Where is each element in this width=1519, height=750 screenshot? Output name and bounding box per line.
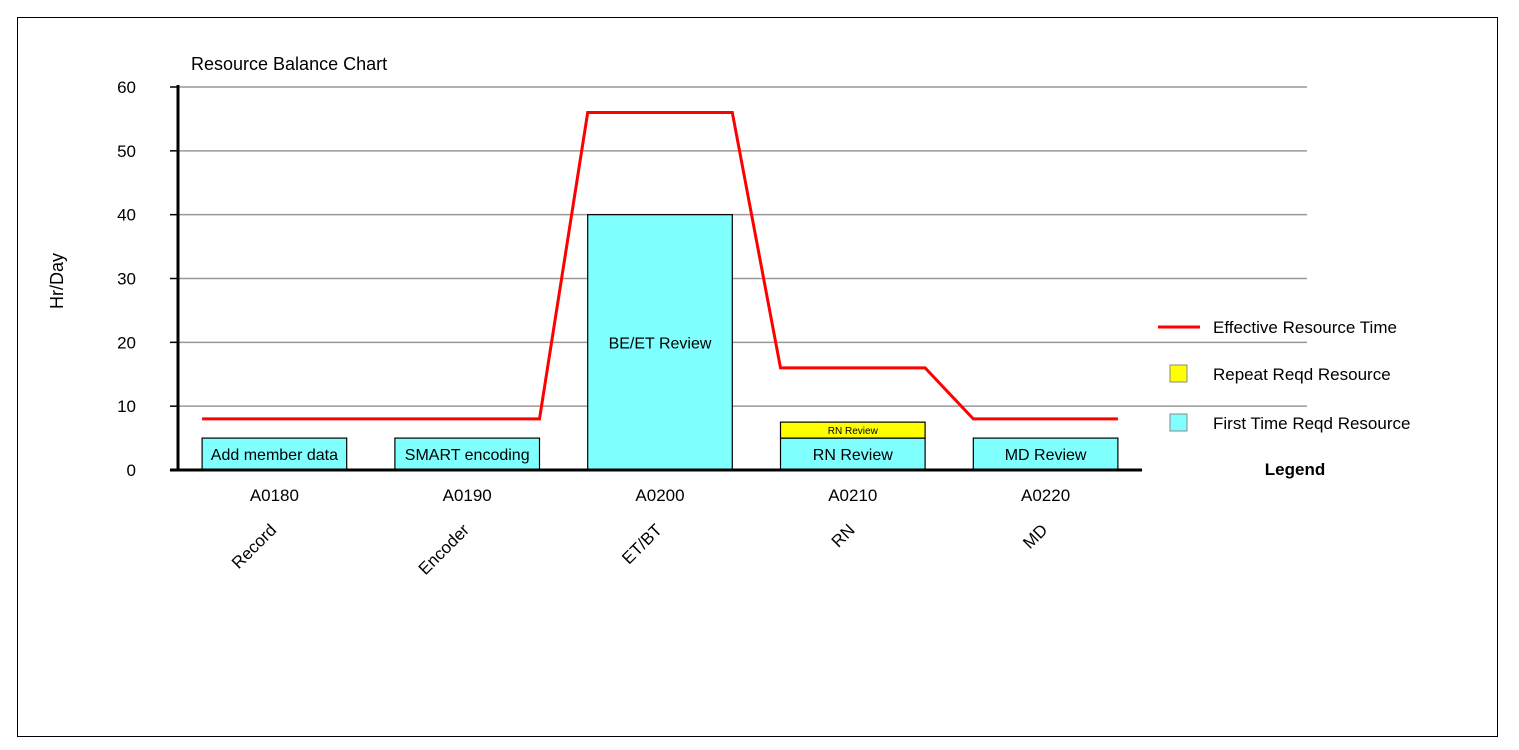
legend-entry-first: First Time Reqd Resource: [1213, 414, 1410, 433]
y-axis-label: Hr/Day: [47, 253, 67, 309]
role-label: ET/BT: [618, 520, 665, 567]
y-tick-label: 0: [127, 461, 136, 480]
first-time-bar: [394, 437, 541, 471]
category-label: A0220: [1021, 486, 1070, 505]
effective-resource-time-line: [202, 111, 1118, 421]
y-tick-label: 40: [117, 206, 136, 225]
first-time-bar-label: Add member data: [211, 447, 338, 464]
y-tick-label: 10: [117, 397, 136, 416]
y-tick-labels: 0 10 20 30 40 50 60: [117, 78, 178, 480]
role-label: MD: [1019, 520, 1051, 552]
role-label: Encoder: [415, 520, 473, 578]
y-tick-label: 60: [117, 78, 136, 97]
category-label: A0190: [443, 486, 492, 505]
category-label: A0210: [828, 486, 877, 505]
first-time-bar-label: BE/ET Review: [609, 335, 712, 352]
chart-title: Resource Balance Chart: [191, 54, 387, 74]
legend: Effective Resource Time Repeat Reqd Resou…: [1158, 318, 1410, 479]
y-tick-label: 50: [117, 142, 136, 161]
y-tick-label: 20: [117, 333, 136, 352]
role-label: Record: [228, 520, 280, 572]
bar-labels: Add member data SMART encoding BE/ET Revie…: [211, 335, 1087, 464]
first-time-bar-label: RN Review: [813, 447, 893, 464]
first-time-bar-label: SMART encoding: [405, 447, 530, 464]
first-time-bar-label: MD Review: [1005, 447, 1087, 464]
legend-title: Legend: [1265, 460, 1325, 479]
bars: [201, 214, 1119, 471]
category-labels: A0180 A0190 A0200 A0210 A0220: [250, 486, 1070, 505]
y-tick-label: 30: [117, 270, 136, 289]
legend-entry-repeat: Repeat Reqd Resource: [1213, 365, 1391, 384]
legend-repeat-swatch: [1169, 364, 1188, 383]
role-labels: Record Encoder ET/BT RN MD: [228, 520, 1051, 578]
repeat-bar-label: RN Review: [828, 426, 879, 437]
chart-frame: Resource Balance Chart Hr/Day Add member…: [17, 17, 1498, 737]
category-label: A0200: [635, 486, 684, 505]
repeat-bar: [779, 421, 926, 439]
legend-first-swatch: [1169, 413, 1188, 432]
first-time-bar: [587, 214, 733, 471]
resource-balance-chart: Resource Balance Chart Hr/Day Add member…: [47, 54, 1410, 579]
legend-entry-effective: Effective Resource Time: [1213, 318, 1397, 337]
grid-lines: [178, 86, 1307, 407]
category-label: A0180: [250, 486, 299, 505]
role-label: RN: [828, 520, 859, 551]
